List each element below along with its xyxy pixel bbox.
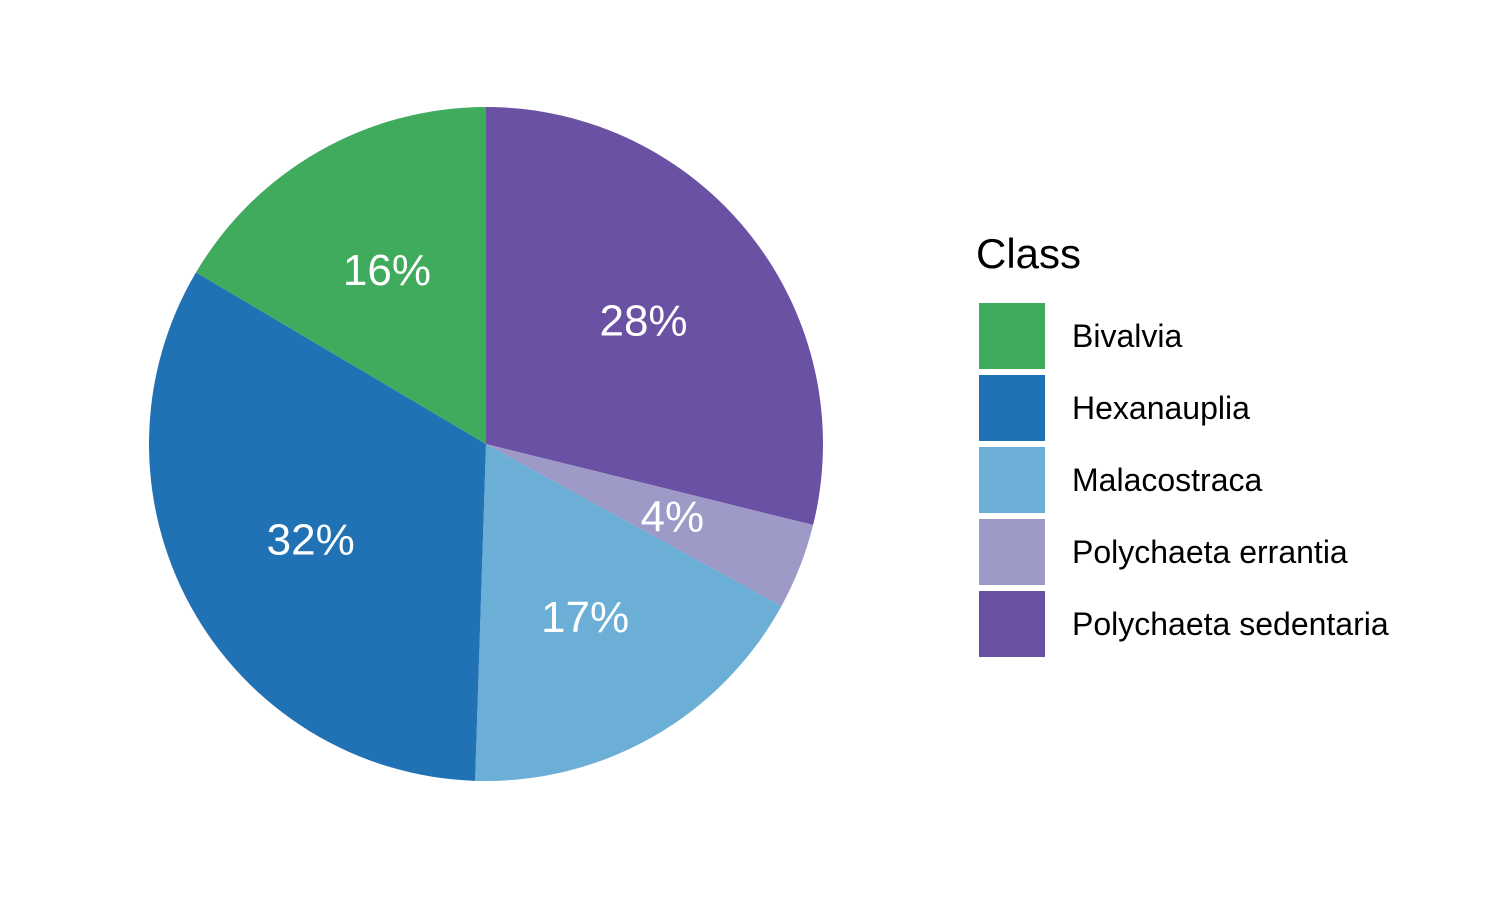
legend-label-polychaeta-sedentaria: Polychaeta sedentaria — [1072, 605, 1389, 642]
pie-slice-hexanauplia — [149, 272, 486, 781]
pie-slice-bivalvia — [195, 107, 486, 444]
pie-slice-malacostraca — [475, 444, 782, 781]
legend-item-bivalvia: Bivalvia — [976, 300, 1389, 372]
legend-swatch-bivalvia — [979, 303, 1045, 369]
legend-swatch-malacostraca — [979, 447, 1045, 513]
legend-label-polychaeta-errantia: Polychaeta errantia — [1072, 533, 1348, 570]
legend-items: Bivalvia Hexanauplia Malacostraca Polychaet… — [976, 300, 1389, 660]
legend-label-bivalvia: Bivalvia — [1072, 317, 1183, 354]
legend-swatch-hexanauplia — [979, 375, 1045, 441]
pie-slice-polychaeta-sedentaria — [486, 107, 823, 526]
legend-item-polychaeta-sedentaria: Polychaeta sedentaria — [976, 588, 1389, 660]
legend-item-hexanauplia: Hexanauplia — [976, 372, 1389, 444]
legend-label-hexanauplia: Hexanauplia — [1072, 389, 1250, 426]
legend-title: Class — [976, 230, 1082, 277]
legend-item-polychaeta-errantia: Polychaeta errantia — [976, 516, 1389, 588]
slice-label-polychaeta-sedentaria: 28% — [599, 296, 687, 345]
legend-item-malacostraca: Malacostraca — [976, 444, 1389, 516]
legend-swatch-polychaeta-sedentaria — [979, 591, 1045, 657]
slice-label-hexanauplia: 32% — [267, 516, 355, 565]
slice-label-polychaeta-errantia: 4% — [640, 492, 704, 541]
legend-swatch-polychaeta-errantia — [979, 519, 1045, 585]
slice-label-bivalvia: 16% — [343, 246, 431, 295]
pie-labels: 28% 4% 17% 32% 16% — [267, 246, 704, 642]
pie-slices — [149, 107, 823, 781]
slice-label-malacostraca: 17% — [541, 593, 629, 642]
pie-slice-polychaeta-errantia — [486, 444, 814, 607]
legend-label-malacostraca: Malacostraca — [1072, 461, 1263, 498]
legend: Class Bivalvia Hexanauplia Malacostraca Pol… — [976, 228, 1389, 660]
